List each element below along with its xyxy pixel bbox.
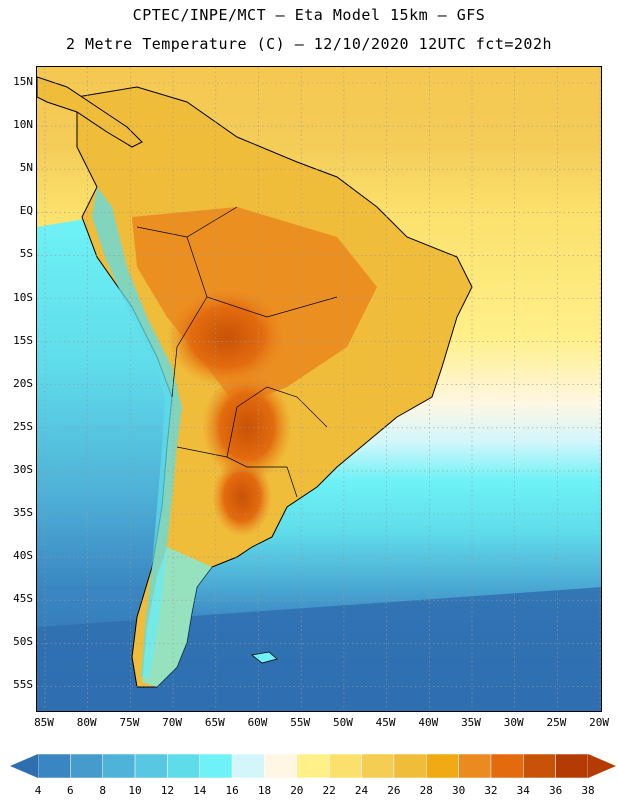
colorbar-tick-label: 38 [581,784,595,797]
colorbar-tick-label: 32 [484,784,498,797]
colorbar-tick-label: 4 [34,784,42,797]
longitude-label: 75W [119,716,140,729]
colorbar-tick-label: 22 [322,784,336,797]
colorbar-cell [296,753,330,779]
latitude-label: 40S [13,549,33,563]
triangle-right-icon [588,754,616,778]
colorbar-tick-label: 14 [193,784,207,797]
colorbar-cell [37,753,71,779]
longitude-label: 30W [503,716,524,729]
longitude-label: 80W [76,716,97,729]
map-canvas [37,67,601,711]
hot-core-central [167,287,287,387]
longitude-label: 25W [546,716,567,729]
latitude-label: 5S [19,247,33,261]
latitude-label: 45S [13,592,33,606]
colorbar-tick-label: 30 [451,784,466,797]
falkland-islands [251,651,278,664]
colorbar-cell [425,753,459,779]
latitude-label: 15S [13,333,33,347]
colorbar-cell [134,753,168,779]
triangle-left-icon [10,754,38,778]
colorbar-tick-label: 8 [99,784,107,797]
colorbar [10,753,616,779]
colorbar-cell [458,753,492,779]
latitude-label: 25S [13,419,33,433]
colorbar-cell [231,753,265,779]
colorbar-tick-label: 6 [67,784,74,797]
colorbar-cell [167,753,201,779]
colorbar-tick-label: 18 [257,784,272,797]
colorbar-cell [264,753,298,779]
colorbar-cell [70,753,103,779]
latitude-label: 35S [13,506,33,519]
latitude-label: 10S [13,290,33,304]
longitude-label: 55W [290,716,311,729]
hot-core-chaco [202,372,292,482]
temperature-map [36,66,602,712]
colorbar-tick-label: 12 [160,784,175,797]
patagonia-cool [142,547,212,687]
colorbar-tick-label: 10 [128,784,142,797]
longitude-label: 45W [375,716,396,729]
longitude-label: 70W [162,716,183,729]
colorbar-tick-label: 20 [290,784,304,797]
longitude-label: 20W [589,716,610,729]
colorbar-cell [555,753,589,779]
colorbar-cell [102,753,136,779]
colorbar-tick-label: 34 [516,784,530,797]
colorbar-cell [361,753,395,779]
latitude-label: 20S [13,376,33,390]
latitude-label: 10N [13,118,33,132]
ocean-pacific [37,217,172,711]
longitude-label: 40W [418,716,439,729]
chart-title-line-1: CPTEC/INPE/MCT – Eta Model 15km – GFS [132,6,486,24]
latitude-label: 50S [13,635,33,649]
longitude-label: 50W [332,716,353,729]
latitude-label: 30S [13,462,33,476]
colorbar-cell [523,753,556,779]
colorbar-tick-label: 16 [225,784,239,797]
longitude-label: 65W [204,716,225,729]
latitude-label: 15N [13,75,33,88]
colorbar-tick-label: 24 [354,784,369,797]
longitude-label: 60W [247,716,268,729]
country-borders [136,206,338,498]
colorbar-cell [199,753,233,779]
latitude-label: 55S [13,678,33,692]
andes-cool-ridge [92,187,182,677]
central-america [37,76,143,148]
hot-core-argentina [212,457,272,537]
colorbar-tick-label: 26 [387,784,401,797]
chart-title-line-2: 2 Metre Temperature (C) – 12/10/2020 12U… [65,35,553,53]
longitude-label: 85W [34,716,54,729]
colorbar-cell [393,753,427,779]
longitude-label: 35W [461,716,481,729]
latitude-label: 5N [19,161,33,175]
latitude-label: EQ [19,204,33,218]
colorbar-tick-label: 36 [549,784,563,797]
colorbar-cell [328,753,362,779]
colorbar-tick-label: 28 [419,784,433,797]
colorbar-cell [490,753,524,779]
